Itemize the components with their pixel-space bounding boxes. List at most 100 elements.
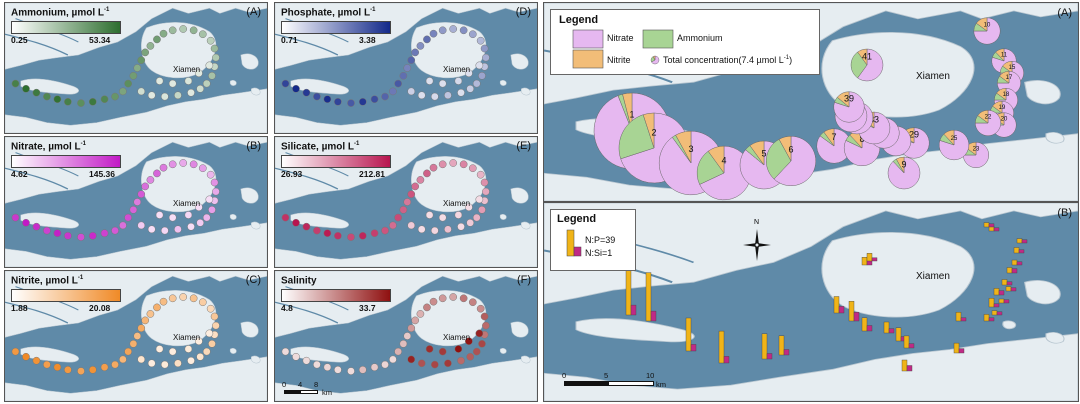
bar-legend-title: Legend xyxy=(557,213,597,225)
panel-letter: (A) xyxy=(246,6,261,18)
pie-station-41: 41 xyxy=(850,48,884,82)
nsi-bar xyxy=(988,317,995,322)
station-dot xyxy=(168,79,177,88)
pie-label: 4 xyxy=(721,156,726,166)
station-dot xyxy=(292,218,300,227)
station-dot xyxy=(313,226,321,235)
small-map-title: Nitrate, µmol L-1 xyxy=(11,141,87,153)
station-dot xyxy=(389,355,397,364)
station-dot xyxy=(370,95,379,104)
pie-label: 11 xyxy=(1001,53,1008,59)
small-map-title: Ammonium, µmol L-1 xyxy=(11,7,110,19)
station-dot xyxy=(438,79,447,88)
np-bar xyxy=(993,288,1000,296)
nsi-bar xyxy=(630,304,637,316)
nsi-bar xyxy=(993,303,1000,308)
station-dot xyxy=(407,355,416,364)
pie-legend-swatches xyxy=(572,29,674,69)
station-dot xyxy=(160,360,169,369)
station-dot xyxy=(111,360,119,369)
station-dot xyxy=(210,44,219,53)
station-dot xyxy=(281,347,290,356)
station-dot xyxy=(407,56,416,65)
pie-slice xyxy=(773,135,816,186)
pie-slice xyxy=(1002,61,1013,74)
color-scale-bar xyxy=(281,21,391,34)
station-dot xyxy=(347,233,355,241)
pie-label: 29 xyxy=(909,130,919,140)
station-dot xyxy=(195,337,203,346)
station-dot xyxy=(174,359,182,368)
pie-label: 39 xyxy=(844,94,854,104)
pie-slice xyxy=(995,48,1005,62)
station-dot xyxy=(159,163,168,172)
pie-legend-title: Legend xyxy=(559,14,599,26)
station-dot xyxy=(179,159,188,167)
station-dot xyxy=(407,87,416,96)
station-dot xyxy=(438,213,447,222)
pie-label: 6 xyxy=(788,144,793,154)
station-dot xyxy=(472,79,481,88)
station-dot xyxy=(281,213,290,222)
station-dot xyxy=(146,176,155,184)
color-scale-max: 53.34 xyxy=(89,35,111,45)
station-dot xyxy=(411,316,420,325)
station-dot xyxy=(168,26,177,35)
color-scale-min: 4.8 xyxy=(281,303,293,313)
nsi-bar xyxy=(723,356,730,364)
station-dot xyxy=(407,324,416,333)
station-dot xyxy=(478,71,486,80)
station-dot xyxy=(159,297,168,306)
pie-slice xyxy=(675,130,692,164)
station-dot xyxy=(137,190,146,199)
station-dot xyxy=(32,356,41,365)
color-scale-bar xyxy=(11,21,121,34)
station-dot xyxy=(147,225,156,234)
pie-label: 20 xyxy=(1001,117,1008,123)
station-dot xyxy=(399,71,408,80)
pie-label: 9 xyxy=(901,159,906,169)
np-bar xyxy=(1006,267,1013,274)
city-label-xiamen: Xiamen xyxy=(173,199,201,208)
pie-slice xyxy=(999,71,1010,84)
np-bar xyxy=(861,257,868,266)
station-dot xyxy=(212,187,220,196)
station-dot xyxy=(465,69,473,78)
station-dot xyxy=(119,87,127,96)
station-dot xyxy=(124,79,132,88)
station-dot xyxy=(184,77,193,85)
nsi-bar xyxy=(998,290,1005,296)
np-bar xyxy=(866,253,873,262)
np-bar xyxy=(988,297,995,308)
station-dot xyxy=(179,293,188,301)
np-bar xyxy=(833,296,840,314)
color-scale-max: 20.08 xyxy=(89,303,111,313)
station-dot xyxy=(153,169,161,178)
np-bar xyxy=(1001,279,1008,286)
nsi-ratio-swatch xyxy=(573,246,582,257)
color-scale-min: 26.93 xyxy=(281,169,303,179)
station-dot xyxy=(187,356,195,365)
small-map-title: Phosphate, µmol L-1 xyxy=(281,7,376,19)
scale-small-8: 8 xyxy=(314,380,319,389)
station-dot xyxy=(323,363,332,372)
scale-bar-small: 0 4 8 km xyxy=(282,380,352,400)
station-dot xyxy=(472,347,481,356)
pie-label: 25 xyxy=(951,136,958,142)
station-dot xyxy=(196,218,205,227)
station-dot xyxy=(334,97,342,106)
station-dot xyxy=(416,176,425,184)
station-dot xyxy=(476,170,485,179)
station-dot xyxy=(137,87,146,96)
station-dot xyxy=(381,360,389,369)
pie-label: 10 xyxy=(984,22,991,28)
station-dot xyxy=(212,321,220,330)
station-dot xyxy=(22,84,30,93)
station-dot xyxy=(189,26,198,35)
station-dot xyxy=(417,91,426,100)
station-dot xyxy=(347,99,355,107)
station-dot xyxy=(465,203,473,212)
np-bar xyxy=(778,335,785,356)
station-dot xyxy=(417,225,426,234)
station-dot xyxy=(475,195,484,204)
